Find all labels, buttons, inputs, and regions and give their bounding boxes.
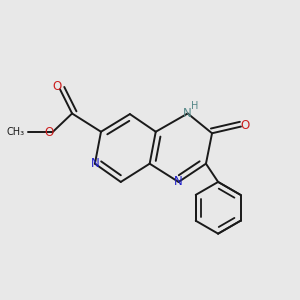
Text: N: N	[91, 157, 99, 170]
Text: H: H	[191, 101, 198, 111]
Text: O: O	[240, 118, 249, 132]
Text: O: O	[44, 126, 53, 139]
Text: O: O	[52, 80, 62, 93]
Text: N: N	[174, 176, 183, 188]
Text: CH₃: CH₃	[7, 128, 25, 137]
Text: N: N	[183, 107, 192, 120]
